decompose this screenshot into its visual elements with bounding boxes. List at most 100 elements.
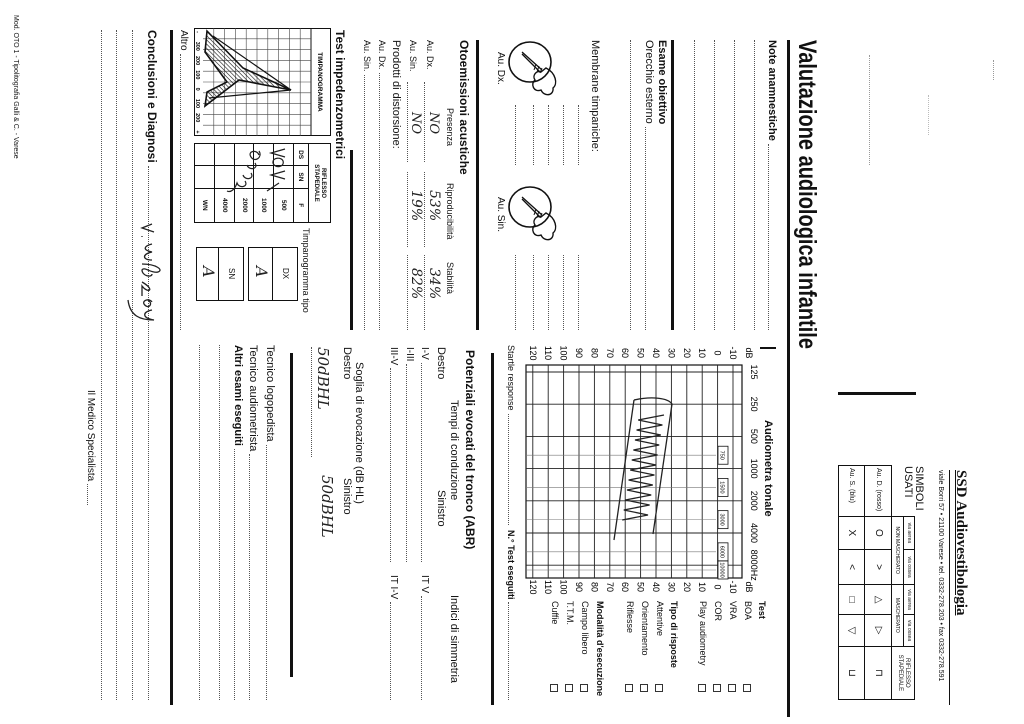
symbol-air-masked: △ bbox=[865, 584, 892, 615]
db-tick-label-left: -10 bbox=[728, 346, 738, 359]
exam-line bbox=[630, 40, 631, 330]
frequency-tick-label: 4000 bbox=[749, 523, 759, 543]
abr-row: I-V bbox=[419, 347, 430, 562]
db-tick-label-right: 20 bbox=[682, 582, 692, 592]
tympanogram-frame bbox=[194, 28, 331, 136]
membrane-line bbox=[563, 255, 564, 330]
checkbox-boa[interactable] bbox=[743, 684, 751, 692]
reflex-col-f: F bbox=[293, 188, 309, 223]
membrane-line bbox=[515, 105, 516, 165]
header-reflex-line1: RIFLESSO bbox=[904, 658, 910, 688]
checkbox-orientamento[interactable] bbox=[640, 684, 648, 692]
header-via-ossea: via ossea bbox=[903, 549, 915, 585]
abr-title: Potenziali evocati del tronco (ABR) bbox=[463, 350, 477, 550]
other-exams-line bbox=[199, 345, 200, 700]
tests-count-field: N.° Test eseguiti bbox=[506, 530, 516, 700]
oae-title: Otoemissioni acustiche bbox=[457, 40, 471, 175]
audiogram-grid bbox=[525, 364, 743, 580]
subfrequency-label: 3000 bbox=[719, 514, 725, 526]
db-tick-label-left: 70 bbox=[605, 348, 615, 358]
tympanogram-curve-lines bbox=[208, 35, 292, 99]
tympanogram-type-value: A bbox=[252, 266, 271, 278]
abr-threshold-right-label: Destro bbox=[341, 347, 353, 380]
abr-threshold-right-value: 50dBHL bbox=[314, 347, 332, 410]
field-line bbox=[311, 347, 312, 457]
oae-col-reproducibility: Riproducibilità bbox=[445, 183, 455, 240]
conclusions-title: Conclusioni e Diagnosi bbox=[145, 30, 159, 163]
checkbox-ttm[interactable] bbox=[565, 684, 573, 692]
checkbox-riflesse[interactable] bbox=[625, 684, 633, 692]
checkbox-attentive[interactable] bbox=[655, 684, 663, 692]
other-exams-line bbox=[219, 345, 220, 700]
membrane-line bbox=[533, 105, 534, 165]
checkbox-cor[interactable] bbox=[713, 684, 721, 692]
response-option-label: Orientamento bbox=[640, 601, 650, 656]
symbol-bone-unmasked: > bbox=[865, 549, 892, 585]
outer-ear-label: Orecchio esterno bbox=[643, 40, 655, 124]
anamnesis-line bbox=[754, 40, 755, 330]
db-tick-label-right: 110 bbox=[543, 580, 553, 594]
header-via-ossea: via ossea bbox=[903, 614, 915, 647]
db-tick-label-left: 10 bbox=[697, 348, 707, 358]
subfreq-box bbox=[717, 560, 729, 580]
subfreq-box bbox=[717, 510, 729, 530]
db-tick-label-right: 50 bbox=[636, 582, 646, 592]
membrane-line bbox=[578, 105, 579, 165]
department-name: SSD Audiovestibologia bbox=[953, 470, 969, 616]
reflex-header-line2: STAPEDIALE bbox=[313, 164, 320, 202]
row-label: Au. S. (blu) bbox=[838, 465, 865, 516]
abr-symmetry-label: IT V bbox=[419, 575, 430, 594]
checkbox-play-audiometry[interactable] bbox=[698, 684, 706, 692]
db-tick-label-left: 20 bbox=[682, 348, 692, 358]
tympanogram-axis-label: + bbox=[194, 130, 200, 133]
other-exams-field: Altri esami eseguiti bbox=[232, 345, 244, 700]
section-rule bbox=[170, 30, 173, 705]
reflex-header-line1: RIFLESSO bbox=[320, 167, 327, 198]
header-reflex-line2: STAPEDIALE bbox=[897, 654, 903, 692]
tests-count-label: N.° Test eseguiti bbox=[506, 530, 516, 600]
audiogram-frame bbox=[525, 364, 743, 579]
db-tick-label-left: 80 bbox=[589, 348, 599, 358]
symbol-air-masked: □ bbox=[838, 584, 865, 615]
db-tick-label-left: 100 bbox=[559, 345, 569, 360]
abr-symmetry-label: Indici di simmetria bbox=[448, 595, 460, 684]
test-title: Test bbox=[757, 601, 767, 619]
right-eardrum-diagram bbox=[508, 41, 557, 96]
oae-stability-value: 82% bbox=[408, 268, 424, 300]
mode-title: Modalità d'esecuzione bbox=[595, 601, 605, 697]
symbol-air-unmasked: X bbox=[838, 516, 865, 550]
page-title: Valutazione audiologica infantile bbox=[793, 40, 821, 349]
conclusions-line bbox=[116, 30, 117, 700]
checkbox-campo-libero[interactable] bbox=[580, 684, 588, 692]
db-tick-label-right: 100 bbox=[559, 579, 569, 594]
right-ear-label: Au. Dx. bbox=[495, 52, 506, 85]
impedance-title: Test impedenzometrici bbox=[333, 30, 347, 160]
checkbox-vra[interactable] bbox=[728, 684, 736, 692]
tympanogram-axis-label: 200 bbox=[194, 113, 200, 122]
department-address: viale Borri 57 • 21100 Varese • tel. 033… bbox=[937, 470, 944, 682]
mode-option-label: T.T.M. bbox=[565, 601, 575, 625]
oae-col-presence: Presenza bbox=[445, 108, 455, 147]
patient-field-line bbox=[928, 95, 929, 135]
oae-presence-value: NO bbox=[408, 112, 423, 135]
reflex-col-ds: DS bbox=[293, 143, 309, 166]
tympanogram-type-label: Timpanogramma tipo bbox=[301, 228, 311, 313]
tympanogram-axis: - 300 200 100 0 100 200 + bbox=[194, 31, 200, 134]
subfreq-box bbox=[717, 445, 729, 465]
dp-right-label: Au. Dx. bbox=[377, 40, 387, 70]
abr-threshold-left-label: Sinistro bbox=[341, 478, 353, 515]
audiogram-handwritten-scribble bbox=[613, 397, 673, 541]
audiometrist-field: Tecnico audiometrista bbox=[247, 345, 259, 700]
db-tick-label-left: 120 bbox=[528, 345, 538, 360]
reflex-freq: WN bbox=[194, 188, 215, 223]
checkbox-cuffie[interactable] bbox=[550, 684, 558, 692]
oae-row-label: Au. Sin. bbox=[408, 40, 418, 72]
symbols-row-left: Au. S. (blu) X < □ ▽ ⊔ bbox=[838, 465, 865, 700]
abr-threshold-left-value: 50dBHL bbox=[318, 475, 336, 538]
header-via-aerea: via aerea bbox=[903, 584, 915, 615]
frequency-tick-label: 250 bbox=[749, 397, 759, 412]
abr-row: III-V bbox=[388, 347, 399, 562]
db-tick-label-right: 30 bbox=[666, 582, 676, 592]
tympanogram-axis-label: 100 bbox=[194, 99, 200, 108]
